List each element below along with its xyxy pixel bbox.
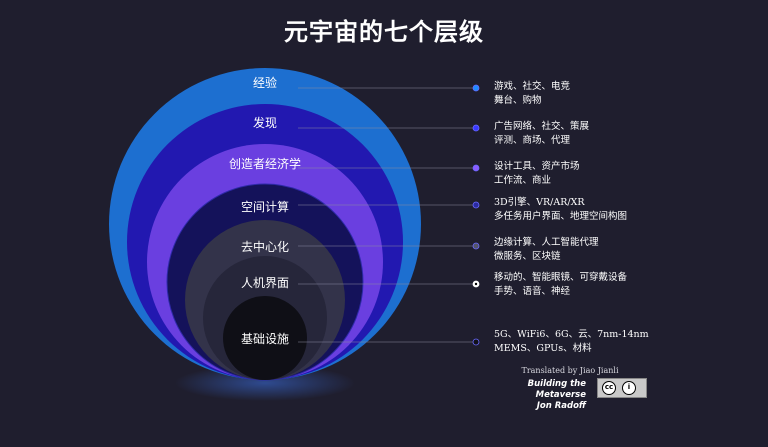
description-line: 手势、语音、神经 — [494, 286, 571, 297]
description-line: 工作流、商业 — [494, 175, 552, 186]
layer-description-6: 移动的、智能眼镜、可穿戴设备 手势、语音、神经 — [494, 271, 627, 299]
description-line: 微服务、区块链 — [494, 251, 561, 262]
layer-label-7: 基础设施 — [240, 332, 290, 346]
cc-license-badge: cc i — [597, 378, 647, 398]
layer-description-1: 游戏、社交、电竞 舞台、购物 — [494, 80, 570, 108]
description-line: 5G、WiFi6、6G、云、7nm-14nm — [494, 329, 649, 340]
description-line: 游戏、社交、电竞 — [494, 81, 571, 92]
leader-dot-center — [474, 282, 478, 286]
leader-dot-4 — [472, 201, 480, 209]
description-line: 舞台、购物 — [494, 95, 542, 106]
layer-label-2: 发现 — [252, 116, 278, 130]
layer-description-5: 边缘计算、人工智能代理 微服务、区块链 — [494, 236, 599, 264]
layer-label-6: 人机界面 — [240, 276, 290, 290]
leader-dot-2 — [472, 124, 480, 132]
leader-dot-3 — [472, 164, 480, 172]
layer-description-3: 设计工具、资产市场 工作流、商业 — [494, 160, 580, 188]
leader-dot-1 — [472, 84, 480, 92]
book-author: Jon Radoff — [536, 401, 586, 411]
layer-label-5: 去中心化 — [240, 240, 290, 254]
layer-label-4: 空间计算 — [240, 200, 290, 214]
book-title: Building the Metaverse — [527, 379, 586, 400]
by-icon: i — [622, 381, 636, 395]
leader-dot-7 — [472, 338, 480, 346]
description-line: 广告网络、社交、策展 — [494, 121, 590, 132]
layer-circle-7 — [223, 296, 307, 380]
leader-dot-5 — [472, 242, 480, 250]
description-line: 移动的、智能眼镜、可穿戴设备 — [494, 272, 628, 283]
layer-label-3: 创造者经济学 — [228, 157, 302, 171]
layer-description-2: 广告网络、社交、策展 评测、商场、代理 — [494, 120, 589, 148]
description-line: 3D引擎、VR/AR/XR — [494, 197, 585, 208]
layer-label-1: 经验 — [252, 76, 278, 90]
layer-description-4: 3D引擎、VR/AR/XR 多任务用户界面、地理空间构图 — [494, 196, 627, 224]
layer-description-7: 5G、WiFi6、6G、云、7nm-14nm MEMS、GPUs、材料 — [494, 328, 649, 356]
book-credit: Building the Metaverse Jon Radoff — [494, 379, 586, 412]
description-line: 边缘计算、人工智能代理 — [494, 237, 599, 248]
description-line: 设计工具、资产市场 — [494, 161, 580, 172]
description-line: 评测、商场、代理 — [494, 135, 571, 146]
description-line: MEMS、GPUs、材料 — [494, 343, 592, 354]
translator-credit: Translated by Jiao Jianli — [521, 366, 619, 375]
description-line: 多任务用户界面、地理空间构图 — [494, 211, 628, 222]
page-title: 元宇宙的七个层级 — [284, 18, 484, 46]
cc-icon: cc — [602, 381, 616, 395]
